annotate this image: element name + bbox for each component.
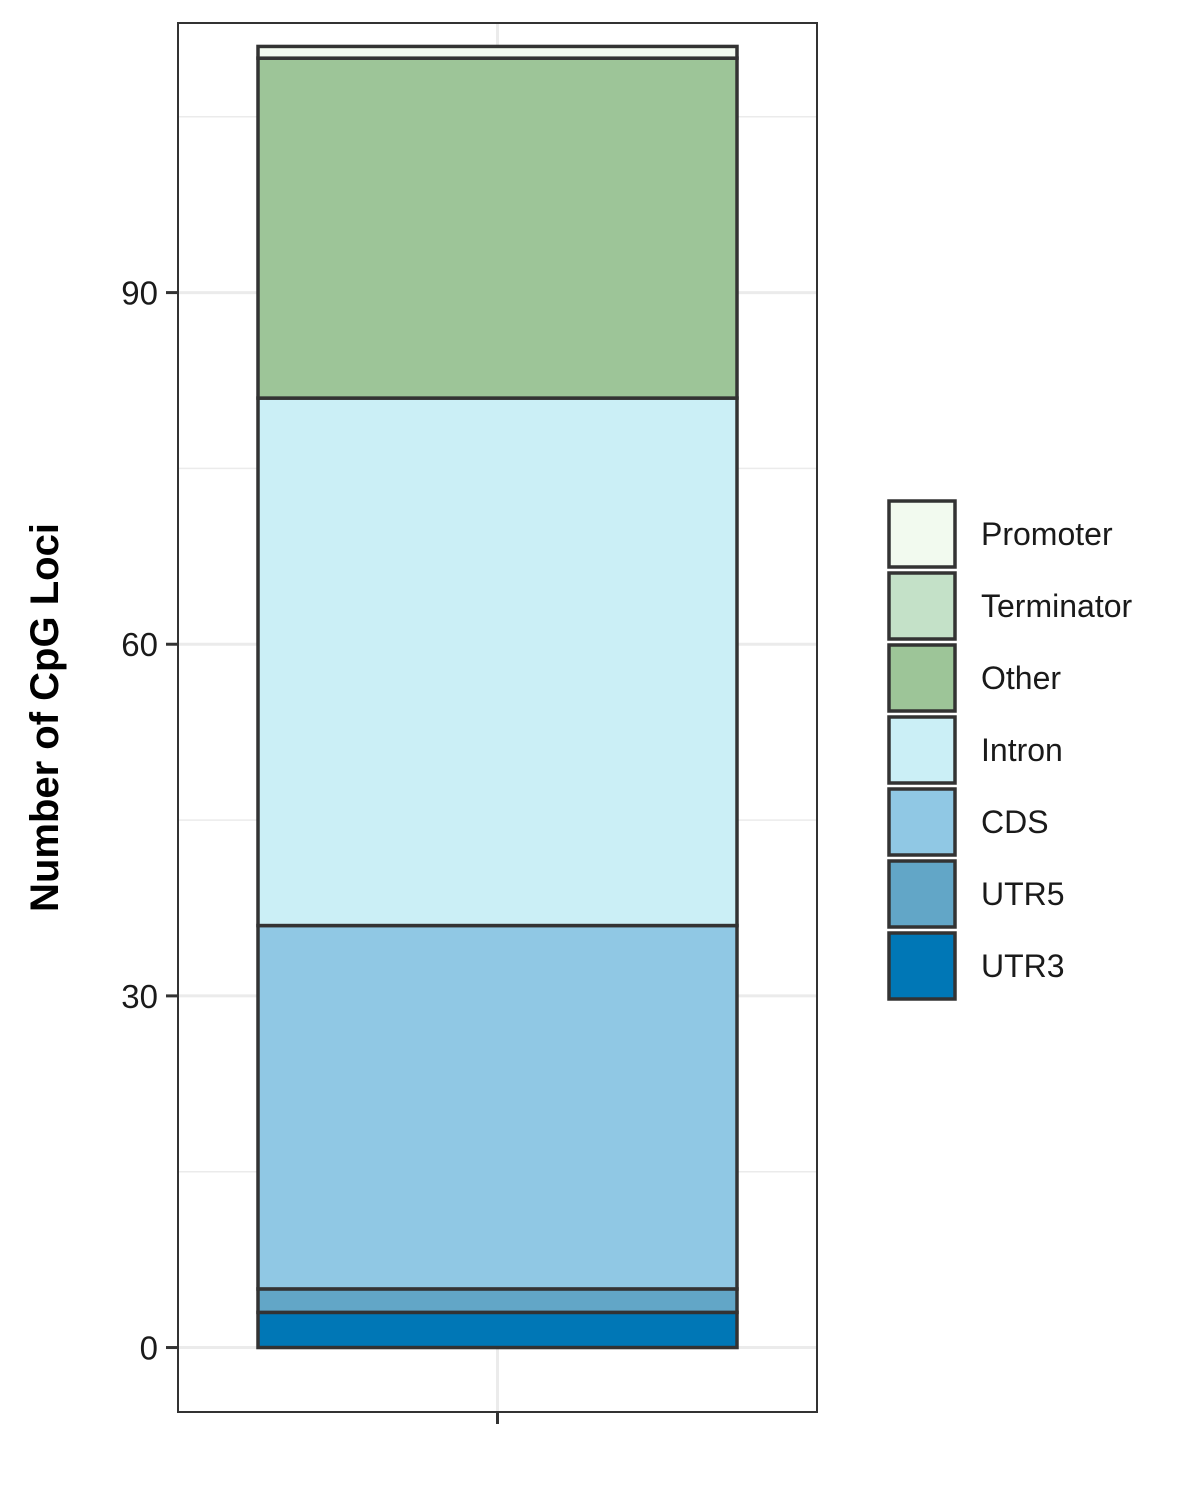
legend-label-other: Other xyxy=(981,660,1061,696)
bar-segment-other xyxy=(256,56,739,400)
legend-label-terminator: Terminator xyxy=(981,588,1133,624)
legend-key-promoter xyxy=(887,499,957,569)
legend-label-utr3: UTR3 xyxy=(981,948,1065,984)
y-tick-label: 90 xyxy=(121,275,158,312)
bar-segment-promoter xyxy=(256,44,739,60)
bar-segment-utr5 xyxy=(256,1287,739,1315)
legend-key-terminator xyxy=(887,571,957,641)
bar-segment-intron xyxy=(256,396,739,928)
legend-key-utr5 xyxy=(887,859,957,929)
legend: Promoter Terminator Other Intron CDS UTR5 UTR3 xyxy=(887,499,1133,1001)
legend-key-utr3 xyxy=(887,931,957,1001)
axes: 0 30 60 90 xyxy=(121,275,499,1424)
y-tick-label: 0 xyxy=(140,1330,158,1367)
legend-key-intron xyxy=(887,715,957,785)
legend-key-other xyxy=(887,643,957,713)
legend-label-promoter: Promoter xyxy=(981,516,1113,552)
bar-segment-cds xyxy=(256,923,739,1291)
y-tick-label: 60 xyxy=(121,626,158,663)
bar-stack xyxy=(256,44,739,1350)
legend-label-intron: Intron xyxy=(981,732,1063,768)
legend-label-cds: CDS xyxy=(981,804,1049,840)
legend-key-cds xyxy=(887,787,957,857)
y-tick-label: 30 xyxy=(121,978,158,1015)
legend-label-utr5: UTR5 xyxy=(981,876,1065,912)
bar-segment-utr3 xyxy=(256,1310,739,1350)
y-axis-title: Number of CpG Loci xyxy=(23,523,67,912)
